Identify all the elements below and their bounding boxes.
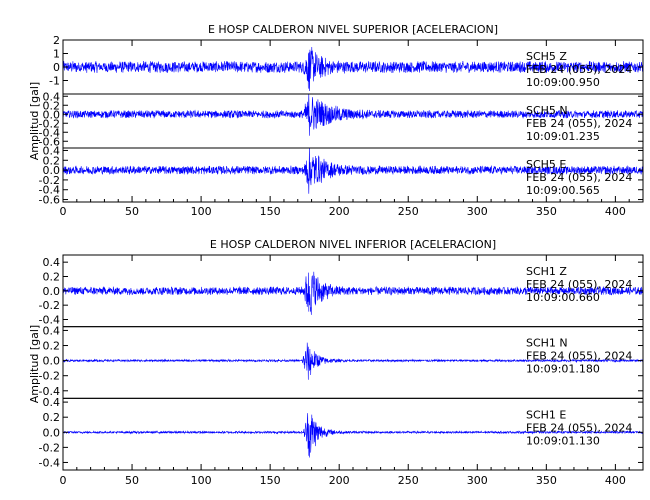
y-tick-label: 0.0: [43, 285, 61, 298]
y-tick-label: -0.2: [39, 117, 60, 130]
y-tick-label: -0.2: [39, 299, 60, 312]
y-tick-label: 0.4: [43, 144, 61, 157]
y-tick-label: -0.4: [39, 314, 60, 327]
y-tick-label: -0.4: [39, 126, 60, 139]
y-tick-label: -0.2: [39, 370, 60, 383]
y-tick-label: 0.0: [43, 355, 61, 368]
x-tick-label: 400: [605, 205, 626, 218]
y-tick-label: 2: [53, 34, 60, 47]
station-label: SCH5 E: [526, 158, 566, 171]
time-label: 10:09:01.235: [526, 130, 600, 143]
station-label: SCH5 N: [526, 104, 568, 117]
x-tick-label: 100: [191, 474, 212, 487]
y-tick-label: 0.0: [43, 164, 61, 177]
y-tick-label: -0.4: [39, 184, 60, 197]
y-tick-label: 0.2: [43, 271, 61, 284]
station-label: SCH1 E: [526, 408, 566, 421]
waveform-line: [63, 94, 643, 136]
time-label: 10:09:01.180: [526, 363, 600, 376]
date-label: FEB 24 (055), 2024: [526, 278, 632, 291]
x-tick-label: 250: [398, 474, 419, 487]
x-tick-label: 200: [329, 205, 350, 218]
y-tick-label: 0.4: [43, 256, 61, 269]
y-tick-label: -0.2: [39, 174, 60, 187]
date-label: FEB 24 (055), 2024: [526, 350, 632, 363]
y-tick-label: 0.0: [43, 426, 61, 439]
date-label: FEB 24 (055), 2024: [526, 171, 632, 184]
x-tick-label: 50: [125, 205, 139, 218]
y-tick-label: -0.6: [39, 194, 60, 207]
y-tick-label: 0.2: [43, 154, 61, 167]
x-tick-label: 400: [605, 474, 626, 487]
x-tick-label: 50: [125, 474, 139, 487]
y-tick-label: -0.6: [39, 135, 60, 148]
station-label: SCH1 Z: [526, 265, 567, 278]
x-tick-label: 350: [536, 474, 557, 487]
waveform-line: [63, 46, 643, 92]
y-axis-label: Amplitud [gal]: [28, 325, 41, 403]
date-label: FEB 24 (055), 2024: [526, 117, 632, 130]
x-tick-label: 150: [260, 474, 281, 487]
x-tick-label: 300: [467, 205, 488, 218]
waveform-line: [63, 342, 643, 380]
x-tick-label: 200: [329, 474, 350, 487]
time-label: 10:09:00.950: [526, 76, 600, 89]
waveform-line: [63, 413, 643, 458]
y-tick-label: -0.4: [39, 385, 60, 398]
date-label: FEB 24 (055), 2024: [526, 421, 632, 434]
waveform-line: [63, 148, 643, 194]
time-label: 10:09:01.130: [526, 434, 600, 447]
chart-title: E HOSP CALDERON NIVEL SUPERIOR [ACELERAC…: [208, 23, 498, 36]
x-tick-label: 0: [60, 205, 67, 218]
y-axis-label: Amplitud [gal]: [28, 82, 41, 160]
x-tick-label: 250: [398, 205, 419, 218]
time-label: 10:09:00.565: [526, 184, 600, 197]
x-tick-label: 350: [536, 205, 557, 218]
x-tick-label: 100: [191, 205, 212, 218]
chart-title: E HOSP CALDERON NIVEL INFERIOR [ACELERAC…: [210, 238, 496, 251]
y-tick-label: -0.2: [39, 441, 60, 454]
y-tick-label: 0.4: [43, 90, 61, 103]
y-tick-label: 0.2: [43, 340, 61, 353]
y-tick-label: 0.4: [43, 396, 61, 409]
y-tick-label: 0: [53, 61, 60, 74]
waveform-line: [63, 271, 643, 315]
y-tick-label: 0.4: [43, 324, 61, 337]
y-tick-label: 0.0: [43, 108, 61, 121]
x-tick-label: 300: [467, 474, 488, 487]
date-label: FEB 24 (055), 2024: [526, 63, 632, 76]
x-tick-label: 150: [260, 205, 281, 218]
y-tick-label: -0.4: [39, 456, 60, 469]
y-tick-label: -1: [49, 75, 60, 88]
x-tick-label: 0: [60, 474, 67, 487]
station-label: SCH5 Z: [526, 50, 567, 63]
y-tick-label: 1: [53, 48, 60, 61]
station-label: SCH1 N: [526, 337, 568, 350]
y-tick-label: 0.2: [43, 411, 61, 424]
y-tick-label: 0.2: [43, 99, 61, 112]
time-label: 10:09:00.660: [526, 291, 600, 304]
